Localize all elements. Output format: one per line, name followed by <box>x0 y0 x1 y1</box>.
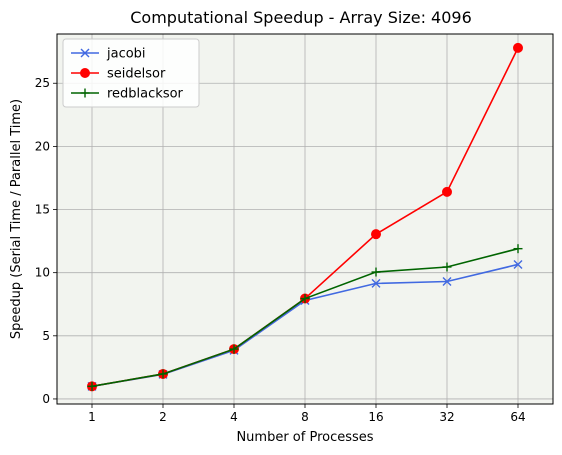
data-point-jacobi <box>371 278 381 288</box>
data-point-redblacksor <box>513 244 523 254</box>
legend-marker-jacobi <box>80 48 90 58</box>
data-point-jacobi <box>442 277 452 287</box>
data-point-redblacksor <box>300 294 310 304</box>
y-tick-label: 0 <box>42 392 50 406</box>
x-axis-label: Number of Processes <box>236 430 373 445</box>
y-axis: 0 5 10 15 20 25 <box>35 76 57 406</box>
x-tick-label: 2 <box>159 410 167 424</box>
series-redblacksor <box>87 244 523 391</box>
y-axis-label: Speedup (Serial Time / Parallel Time) <box>9 99 24 339</box>
y-tick-label: 20 <box>35 139 50 153</box>
legend-marker-redblacksor <box>80 88 90 98</box>
data-point-seidelsor <box>442 186 452 197</box>
y-tick-label: 25 <box>35 76 50 90</box>
x-tick-label: 8 <box>301 410 309 424</box>
x-tick-label: 4 <box>230 410 238 424</box>
data-point-jacobi <box>513 259 523 269</box>
y-tick-label: 5 <box>42 329 50 343</box>
x-tick-label: 32 <box>439 410 454 424</box>
data-point-seidelsor <box>513 42 523 53</box>
legend-marker-seidelsor <box>80 68 90 78</box>
data-point-redblacksor <box>87 381 97 391</box>
y-tick-label: 10 <box>35 266 50 280</box>
legend-label-redblacksor: redblacksor <box>107 87 184 102</box>
data-point-redblacksor <box>158 369 168 379</box>
data-point-redblacksor <box>371 267 381 277</box>
data-point-redblacksor <box>442 262 452 272</box>
x-tick-label: 64 <box>510 410 525 424</box>
data-point-redblacksor <box>229 344 239 354</box>
y-tick-label: 15 <box>35 203 50 217</box>
legend-label-jacobi: jacobi <box>106 47 146 62</box>
x-axis: 1 2 4 8 16 32 64 <box>88 404 526 424</box>
x-tick-label: 1 <box>88 410 96 424</box>
legend-box <box>62 38 200 108</box>
series-layer <box>87 42 523 392</box>
data-point-seidelsor <box>371 229 381 240</box>
legend: jacobi seidelsor redblacksor <box>62 38 200 108</box>
chart-title: Computational Speedup - Array Size: 4096 <box>130 8 472 27</box>
legend-label-seidelsor: seidelsor <box>107 67 166 82</box>
x-tick-label: 16 <box>368 410 383 424</box>
